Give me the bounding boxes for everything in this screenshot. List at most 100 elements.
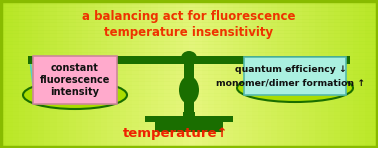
- Bar: [296, 0, 304, 148]
- Bar: [0, 74, 378, 79]
- Bar: [0, 92, 378, 97]
- Bar: [0, 11, 378, 16]
- Bar: [353, 0, 360, 148]
- Bar: [372, 0, 378, 148]
- Bar: [0, 137, 378, 142]
- Bar: [0, 141, 378, 145]
- Bar: [0, 118, 378, 123]
- Bar: [271, 0, 278, 148]
- Bar: [0, 44, 378, 49]
- Bar: [0, 85, 378, 90]
- Bar: [177, 0, 184, 148]
- Bar: [0, 81, 378, 86]
- Bar: [0, 0, 378, 5]
- Bar: [88, 0, 96, 148]
- Bar: [82, 0, 89, 148]
- Bar: [233, 0, 240, 148]
- Bar: [0, 37, 378, 42]
- Bar: [265, 0, 272, 148]
- Bar: [0, 48, 378, 53]
- Bar: [0, 115, 378, 119]
- Bar: [63, 0, 70, 148]
- Bar: [6, 0, 14, 148]
- Bar: [0, 133, 378, 138]
- Bar: [220, 0, 228, 148]
- Bar: [340, 0, 347, 148]
- Bar: [120, 0, 127, 148]
- Bar: [69, 0, 77, 148]
- Bar: [214, 0, 222, 148]
- Bar: [0, 30, 378, 34]
- Bar: [246, 0, 253, 148]
- Bar: [44, 0, 51, 148]
- Bar: [139, 0, 146, 148]
- Bar: [184, 60, 194, 120]
- Bar: [0, 26, 378, 31]
- FancyBboxPatch shape: [244, 57, 346, 95]
- Bar: [0, 126, 378, 131]
- Bar: [0, 4, 378, 8]
- Text: quantum efficiency ↓: quantum efficiency ↓: [235, 65, 347, 74]
- Bar: [0, 56, 378, 60]
- Bar: [201, 0, 209, 148]
- Ellipse shape: [179, 76, 199, 104]
- Bar: [239, 0, 247, 148]
- Bar: [151, 0, 158, 148]
- Bar: [366, 0, 373, 148]
- Bar: [0, 18, 378, 23]
- Bar: [252, 0, 259, 148]
- Bar: [0, 15, 378, 20]
- Bar: [302, 0, 310, 148]
- Text: constant
fluorescence
intensity: constant fluorescence intensity: [40, 63, 110, 97]
- Bar: [170, 0, 177, 148]
- Text: a balancing act for fluorescence
temperature insensitivity: a balancing act for fluorescence tempera…: [82, 10, 296, 39]
- Bar: [158, 0, 165, 148]
- Bar: [94, 0, 102, 148]
- Bar: [0, 67, 378, 71]
- Bar: [0, 122, 378, 127]
- Bar: [284, 0, 291, 148]
- Bar: [347, 0, 354, 148]
- Bar: [0, 100, 378, 105]
- Bar: [12, 0, 20, 148]
- Bar: [0, 96, 378, 101]
- Bar: [359, 0, 366, 148]
- Bar: [19, 0, 26, 148]
- Bar: [0, 7, 378, 12]
- Ellipse shape: [181, 51, 197, 65]
- Bar: [0, 52, 378, 57]
- Bar: [76, 0, 83, 148]
- Bar: [0, 59, 378, 64]
- Bar: [328, 0, 335, 148]
- FancyBboxPatch shape: [33, 56, 117, 104]
- Bar: [315, 0, 322, 148]
- Bar: [309, 0, 316, 148]
- Bar: [132, 0, 139, 148]
- Bar: [145, 116, 233, 122]
- Bar: [164, 0, 171, 148]
- Bar: [183, 0, 190, 148]
- Bar: [0, 107, 378, 112]
- Text: temperature↑: temperature↑: [123, 127, 229, 140]
- Bar: [50, 0, 58, 148]
- Bar: [0, 130, 378, 134]
- Bar: [208, 0, 215, 148]
- Bar: [25, 0, 33, 148]
- Bar: [227, 0, 234, 148]
- Bar: [0, 104, 378, 108]
- Bar: [57, 0, 64, 148]
- Bar: [258, 0, 266, 148]
- Ellipse shape: [23, 81, 127, 109]
- Bar: [0, 22, 378, 27]
- Bar: [0, 33, 378, 38]
- Bar: [277, 0, 285, 148]
- Bar: [31, 0, 39, 148]
- Bar: [145, 0, 152, 148]
- Bar: [0, 144, 378, 148]
- Bar: [126, 0, 133, 148]
- Bar: [290, 0, 297, 148]
- Bar: [321, 0, 328, 148]
- Bar: [0, 70, 378, 75]
- Bar: [155, 118, 223, 132]
- Bar: [0, 78, 378, 82]
